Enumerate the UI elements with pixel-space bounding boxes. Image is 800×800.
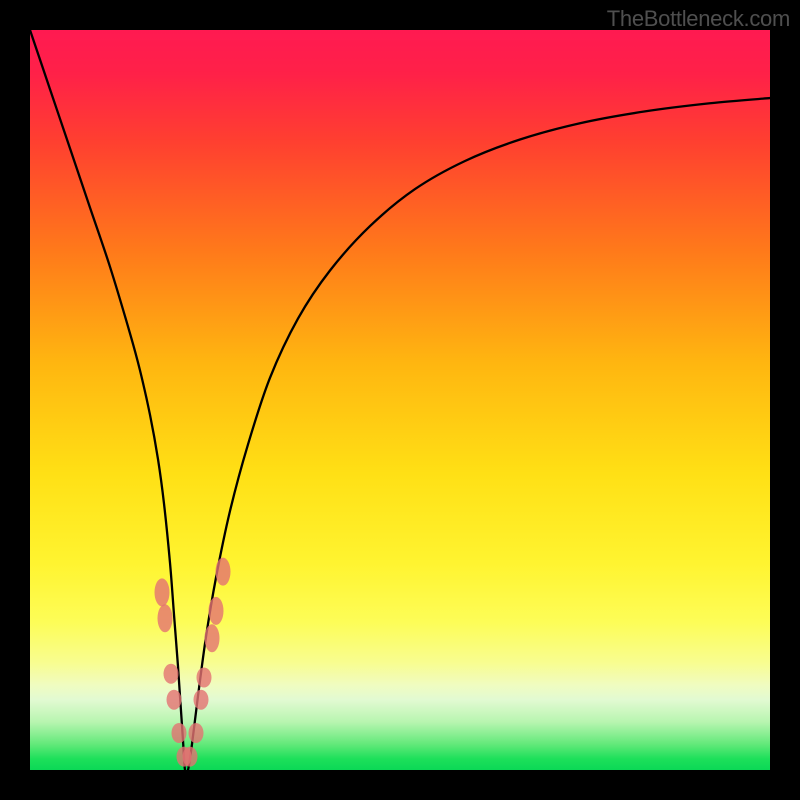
- bottleneck-curve: [30, 30, 770, 770]
- data-markers: [155, 558, 231, 767]
- data-marker: [155, 578, 170, 606]
- data-marker: [189, 723, 204, 743]
- data-marker: [205, 624, 220, 652]
- data-marker: [164, 664, 179, 684]
- data-marker: [183, 747, 198, 767]
- attribution-label: TheBottleneck.com: [607, 6, 790, 32]
- data-marker: [172, 723, 187, 743]
- curve-line: [30, 30, 770, 770]
- chart-canvas: TheBottleneck.com: [0, 0, 800, 800]
- data-marker: [216, 558, 231, 586]
- data-marker: [197, 668, 212, 688]
- data-marker: [167, 690, 182, 710]
- plot-area: [30, 30, 770, 770]
- data-marker: [158, 604, 173, 632]
- data-marker: [194, 690, 209, 710]
- data-marker: [209, 597, 224, 625]
